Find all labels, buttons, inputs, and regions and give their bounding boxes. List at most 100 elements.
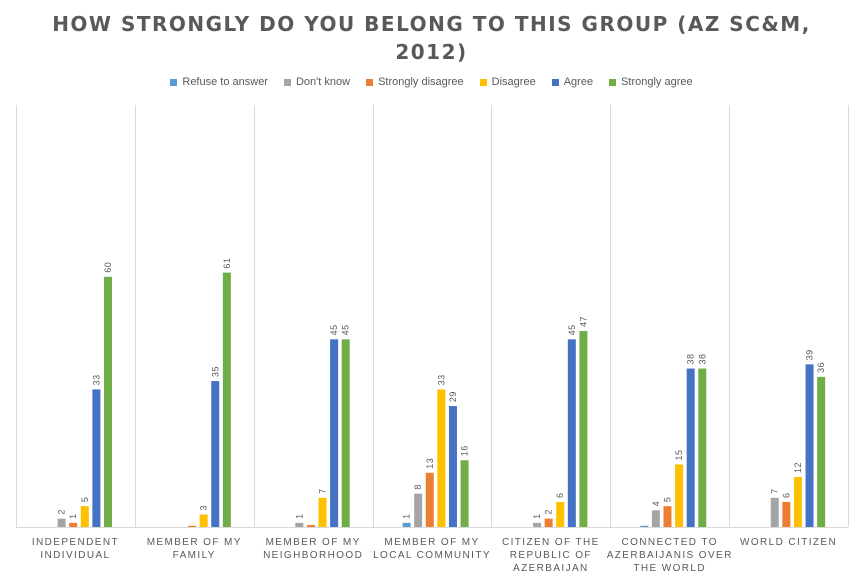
legend-label: Refuse to answer [182,76,268,88]
category-label: MEMBER OF MY [266,537,361,548]
data-label: 1 [532,513,542,519]
data-label: 35 [210,366,220,377]
bar [686,368,695,527]
bar [782,501,791,527]
data-label: 47 [578,316,588,327]
data-label: 1 [402,513,412,519]
bar [57,518,66,527]
bar [640,525,649,527]
legend-swatch [479,78,487,86]
legend-swatch [170,78,178,86]
legend-item: Don't know [283,76,351,88]
data-label: 6 [555,492,565,498]
category-label: MEMBER OF MY [147,537,242,548]
bar [402,522,411,527]
bar [341,339,350,527]
bar [567,339,576,527]
data-label: 2 [57,509,67,515]
bar [556,501,565,527]
data-label: 16 [460,445,470,456]
data-label: 45 [567,324,577,335]
data-label: 38 [686,354,696,365]
data-label: 7 [318,488,328,494]
legend-swatch [551,78,559,86]
data-label: 12 [793,462,803,473]
bar [770,497,779,527]
bar [817,376,826,527]
data-label: 61 [222,258,232,269]
legend-item: Strongly disagree [366,76,464,88]
legend-label: Strongly agree [621,76,693,88]
category-label: WORLD CITIZEN [740,537,837,548]
legend-item: Disagree [479,76,536,88]
chart-title: HOW STRONGLY DO YOU BELONG TO THIS GROUP… [0,10,863,66]
bar [318,497,327,527]
category-label: AZERBAIJANIS OVER [607,550,733,561]
bar [211,381,220,527]
legend-item: Refuse to answer [170,76,268,88]
legend-label: Agree [563,76,594,88]
legend-label: Don't know [295,76,351,88]
data-label: 33 [436,374,446,385]
data-label: 38 [697,354,707,365]
bar [663,506,672,527]
bar [651,510,660,527]
bar [460,460,469,527]
bar [544,518,553,527]
data-label: 29 [448,391,458,402]
bar [80,506,89,527]
data-label: 39 [805,349,815,360]
category-label: AZERBAIJAN [513,563,589,574]
category-label: THE WORLD [633,563,706,574]
data-label: 5 [662,497,672,503]
legend-item: Agree [551,76,594,88]
legend-label: Strongly disagree [378,76,464,88]
bar [579,331,588,527]
category-label: CONNECTED TO [621,537,717,548]
data-label: 7 [770,488,780,494]
legend-item: Strongly agree [609,76,693,88]
data-label: 15 [674,449,684,460]
bar [414,493,423,527]
category-label: FAMILY [173,550,216,561]
bar [533,522,542,527]
bar [448,406,457,527]
bar [69,522,78,527]
chart-title-line-1: HOW STRONGLY DO YOU BELONG TO THIS GROUP… [52,12,811,36]
bar [330,339,339,527]
bar [188,525,197,527]
category-label: INDEPENDENT [32,537,119,548]
category-label: LOCAL COMMUNITY [373,550,491,561]
category-label: INDIVIDUAL [40,550,110,561]
bar [92,389,101,527]
bar [104,276,112,527]
legend-label: Disagree [491,76,536,88]
chart-legend: Refuse to answer Don't know Strongly disag… [0,76,863,88]
data-label: 60 [103,262,113,273]
data-label: 36 [816,362,826,373]
bar [222,272,231,527]
bar [698,368,707,527]
legend-swatch [366,78,374,86]
data-label: 45 [341,324,351,335]
data-label: 6 [781,492,791,498]
bar [295,522,304,527]
legend-swatch [283,78,291,86]
chart-title-line-2: 2012) [395,40,468,64]
bar [199,514,208,527]
bar [675,464,684,527]
bar [306,524,315,527]
bar [425,472,434,527]
category-label: MEMBER OF MY [384,537,479,548]
category-label: REPUBLIC OF [510,550,592,561]
data-label: 1 [294,513,304,519]
category-label: CITIZEN OF THE [502,537,600,548]
bar [437,389,446,527]
data-label: 1 [68,513,78,519]
data-label: 33 [91,374,101,385]
data-label: 4 [651,501,661,507]
legend-swatch [609,78,617,86]
data-label: 3 [199,505,209,511]
data-label: 13 [425,458,435,469]
